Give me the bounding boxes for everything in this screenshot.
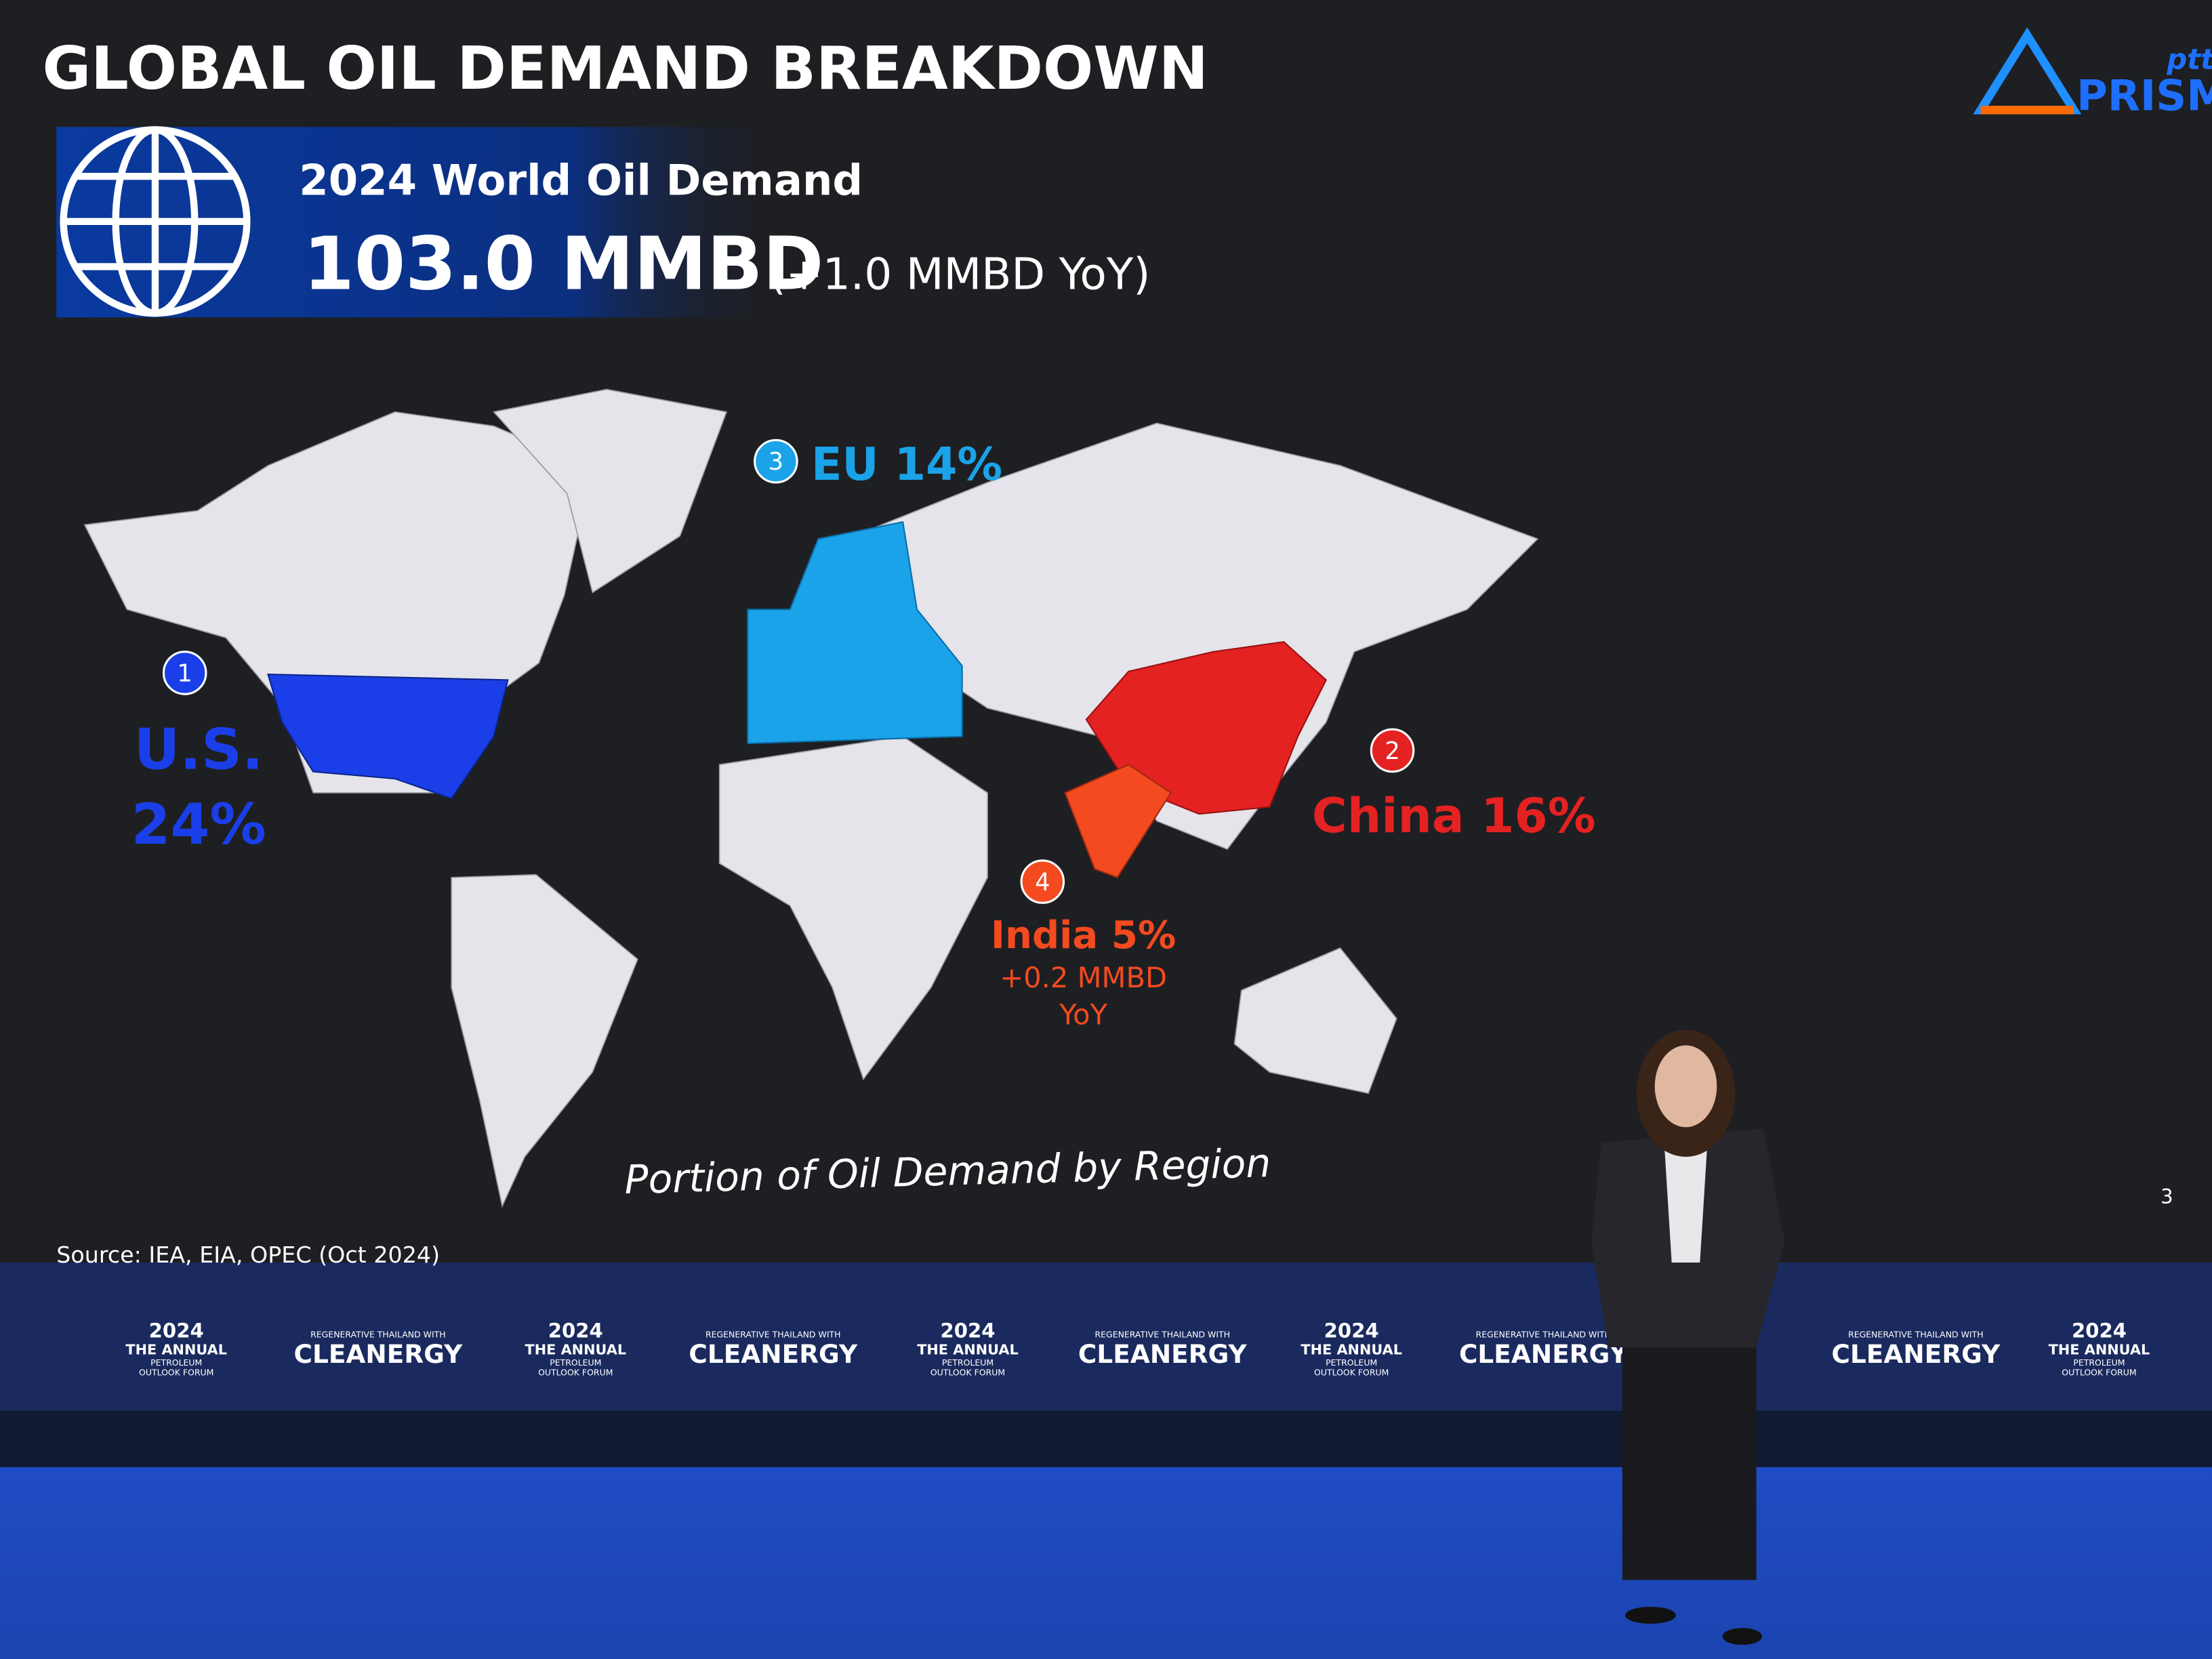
rank-badge: [1370, 728, 1415, 773]
logo: ptt PRISM: [1973, 27, 2212, 120]
theme-name: CLEANERGY: [1831, 1339, 2001, 1369]
forum-year: 2024: [548, 1319, 603, 1342]
region-label: +0.2 MMBD: [1000, 961, 1167, 994]
forum-line: PETROLEUM: [942, 1357, 994, 1368]
theme-tagline: REGENERATIVE THAILAND WITH: [1094, 1329, 1230, 1339]
south-america: [451, 874, 638, 1208]
region-label: India 5%: [991, 914, 1176, 958]
forum-year: 2024: [1324, 1319, 1379, 1342]
forum-line: THE ANNUAL: [917, 1341, 1019, 1357]
theme-tagline: REGENERATIVE THAILAND WITH: [705, 1329, 841, 1339]
australia: [1233, 947, 1397, 1094]
forum-line: OUTLOOK FORUM: [1314, 1368, 1389, 1378]
forum-line: PETROLEUM: [2073, 1357, 2125, 1368]
theme-tagline: REGENERATIVE THAILAND WITH: [1476, 1329, 1612, 1339]
forum-year: 2024: [149, 1319, 204, 1342]
forum-line: THE ANNUAL: [2049, 1341, 2150, 1357]
rank-badge: [1020, 859, 1065, 904]
region-label: EU 14%: [811, 438, 1002, 491]
forum-line: PETROLEUM: [1326, 1357, 1377, 1368]
rank-number: 1: [177, 659, 192, 687]
headline-change: (+1.0 MMBD YoY): [769, 249, 1150, 300]
world-map: [83, 388, 1539, 1208]
greenland: [492, 388, 728, 594]
rank-number: 3: [769, 448, 784, 476]
slide-title: GLOBAL OIL DEMAND BREAKDOWN: [42, 34, 1208, 103]
theme-name: CLEANERGY: [1459, 1339, 1629, 1369]
eu-region: [747, 520, 963, 745]
forum-line: OUTLOOK FORUM: [139, 1368, 213, 1378]
rank-badge: [754, 438, 798, 484]
page-number: 3: [2160, 1185, 2173, 1208]
theme-name: CLEANERGY: [294, 1339, 464, 1369]
theme-name: CLEANERGY: [1078, 1339, 1248, 1369]
presenter-shirt: [1664, 1149, 1707, 1263]
theme-tagline: REGENERATIVE THAILAND WITH: [310, 1329, 446, 1339]
region-label: 24%: [131, 792, 266, 857]
forum-line: PETROLEUM: [150, 1357, 202, 1368]
rank-number: 4: [1035, 869, 1050, 897]
logo-brand: ptt: [2166, 43, 2212, 76]
region-labels: 1 U.S. 24% 2 China 16% 3 EU 14% 4 India 5%+0.2 M…: [131, 438, 1596, 1031]
led-banner: [0, 1263, 2212, 1418]
rank-badge: [162, 651, 207, 695]
forum-line: OUTLOOK FORUM: [538, 1368, 613, 1378]
presenter-legs: [1622, 1326, 1757, 1580]
presenter-shoe: [1722, 1628, 1762, 1645]
forum-line: OUTLOOK FORUM: [930, 1368, 1005, 1378]
forum-line: OUTLOOK FORUM: [2062, 1368, 2136, 1378]
rank-number: 2: [1385, 737, 1400, 765]
region-label: China 16%: [1312, 787, 1596, 844]
presenter-face: [1654, 1045, 1717, 1128]
india-region: [1064, 764, 1172, 879]
forum-line: THE ANNUAL: [525, 1341, 627, 1357]
africa: [718, 735, 988, 1081]
forum-line: PETROLEUM: [550, 1357, 601, 1368]
headline-label: 2024 World Oil Demand: [299, 155, 863, 205]
region-label: U.S.: [134, 716, 264, 782]
headline-value: 103.0 MMBD: [304, 222, 824, 307]
source-note: Source: IEA, EIA, OPEC (Oct 2024): [56, 1242, 440, 1268]
presenter-shoe: [1625, 1606, 1676, 1624]
region-label: YoY: [1059, 998, 1107, 1031]
forum-year: 2024: [2072, 1319, 2127, 1342]
theme-tagline: REGENERATIVE THAILAND WITH: [1848, 1329, 1984, 1339]
forum-line: THE ANNUAL: [1300, 1341, 1402, 1357]
us-region: [267, 673, 509, 800]
forum-line: THE ANNUAL: [125, 1341, 227, 1357]
theme-name: CLEANERGY: [689, 1339, 858, 1369]
forum-year: 2024: [940, 1319, 995, 1342]
stage-floor: [0, 1467, 2212, 1659]
globe-icon: [60, 126, 251, 317]
logo-name: PRISM: [2076, 70, 2212, 120]
presenter: [1591, 1029, 1785, 1645]
